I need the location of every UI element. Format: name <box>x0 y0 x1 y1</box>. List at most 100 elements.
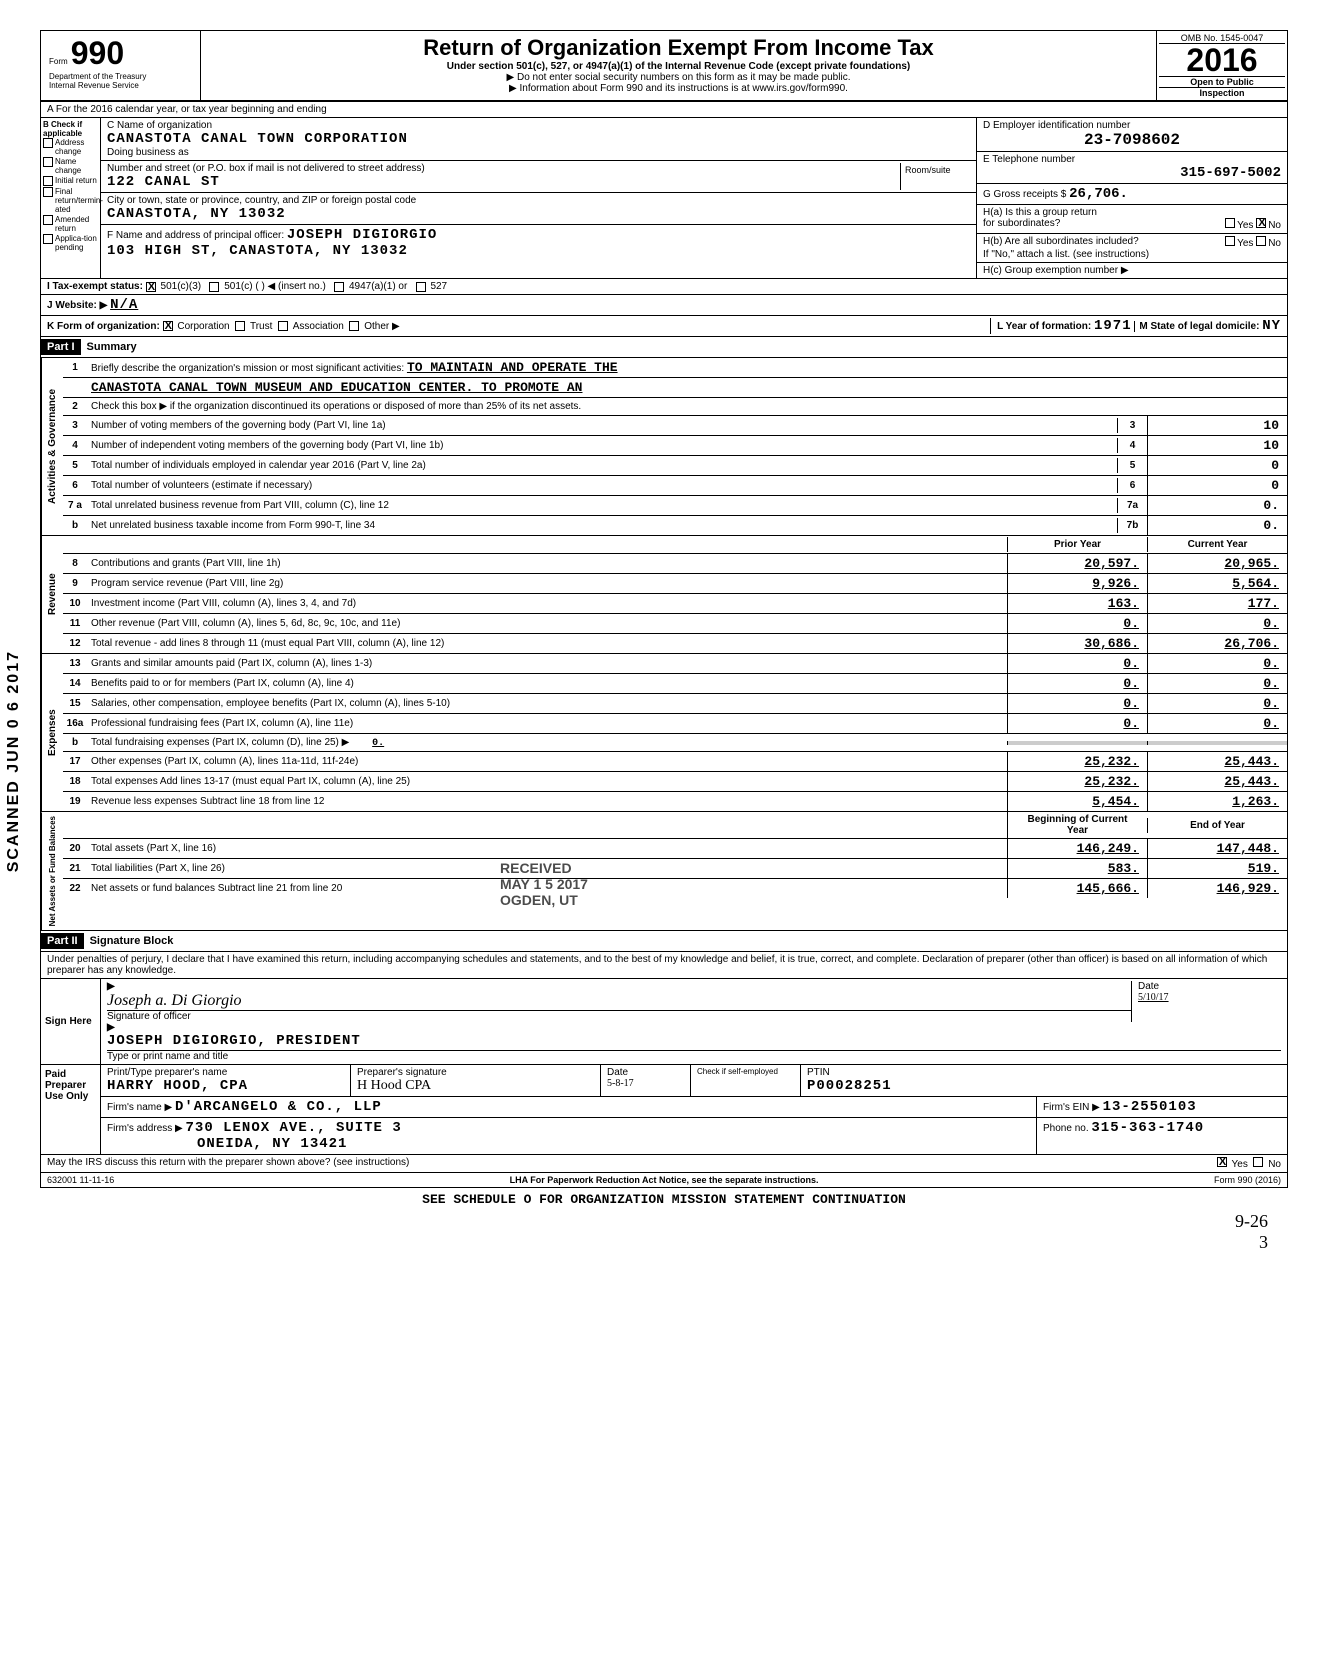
line11-prior: 0. <box>1007 614 1147 633</box>
line20: 20 Total assets (Part X, line 16) 146,24… <box>63 839 1287 859</box>
line4-col: 4 <box>1117 438 1147 453</box>
line16b: b Total fundraising expenses (Part IX, c… <box>63 734 1287 752</box>
revenue-section: Revenue Prior Year Current Year 8 Contri… <box>41 536 1287 654</box>
line16a-prior: 0. <box>1007 714 1147 733</box>
discuss-row: May the IRS discuss this return with the… <box>41 1155 1287 1173</box>
begin-year-header: Beginning of Current Year <box>1007 812 1147 838</box>
line13: 13 Grants and similar amounts paid (Part… <box>63 654 1287 674</box>
cb-final: Final return/termin-ated <box>43 187 98 214</box>
line4-val: 10 <box>1147 436 1287 455</box>
gross-value: 26,706. <box>1069 186 1128 202</box>
k-other: Other ▶ <box>364 321 399 332</box>
line8: 8 Contributions and grants (Part VIII, l… <box>63 554 1287 574</box>
line7a-text: Total unrelated business revenue from Pa… <box>87 498 1117 513</box>
m-label: M State of legal domicile: <box>1134 321 1259 332</box>
inspection-label: Inspection <box>1159 87 1285 98</box>
col-b-checkboxes: B Check if applicable Address change Nam… <box>41 118 101 278</box>
form-prefix: Form <box>49 57 68 66</box>
received-loc: OGDEN, UT <box>500 892 588 908</box>
line22: 22 Net assets or fund balances Subtract … <box>63 879 1287 898</box>
line18-prior: 25,232. <box>1007 772 1147 791</box>
j-label: J Website: ▶ <box>47 300 107 311</box>
i-527: 527 <box>430 281 447 292</box>
officer-label: F Name and address of principal officer: <box>107 230 284 241</box>
ha-label: H(a) Is this a group return <box>983 207 1281 218</box>
ha-row: H(a) Is this a group return for subordin… <box>977 205 1287 234</box>
sig-officer-label: Signature of officer <box>107 1011 1131 1022</box>
line17-text: Other expenses (Part IX, column (A), lin… <box>87 754 1007 769</box>
hb-row: H(b) Are all subordinates included? Yes … <box>977 234 1287 263</box>
line14-prior: 0. <box>1007 674 1147 693</box>
form-note1: ▶ Do not enter social security numbers o… <box>205 72 1152 83</box>
line15-text: Salaries, other compensation, employee b… <box>87 696 1007 711</box>
scanned-stamp: SCANNED JUN 0 6 2017 <box>5 650 23 872</box>
line6: 6 Total number of volunteers (estimate i… <box>63 476 1287 496</box>
line21: 21 Total liabilities (Part X, line 26) 5… <box>63 859 1287 879</box>
netassets-label: Net Assets or Fund Balances <box>41 812 63 930</box>
governance-label: Activities & Governance <box>41 358 63 535</box>
discuss-no: No <box>1268 1159 1281 1170</box>
mark1: 9-26 <box>40 1211 1268 1232</box>
room-suite: Room/suite <box>900 163 970 190</box>
discuss-yes: Yes <box>1232 1159 1248 1170</box>
cb-name: Name change <box>43 157 98 175</box>
part2-title: Signature Block <box>84 933 180 949</box>
received-stamp: RECEIVED MAY 1 5 2017 OGDEN, UT <box>500 860 588 908</box>
line3-val: 10 <box>1147 416 1287 435</box>
line17-curr: 25,443. <box>1147 752 1287 771</box>
k-trust: Trust <box>250 321 272 332</box>
line20-prior: 146,249. <box>1007 839 1147 858</box>
line7a: 7 a Total unrelated business revenue fro… <box>63 496 1287 516</box>
city-state-zip: CANASTOTA, NY 13032 <box>107 206 970 222</box>
footer-code: 632001 11-11-16 <box>47 1175 114 1185</box>
form-note2: ▶ Information about Form 990 and its ins… <box>205 83 1152 94</box>
rev-header: Prior Year Current Year <box>63 536 1287 554</box>
line5-col: 5 <box>1117 458 1147 473</box>
line19-curr: 1,263. <box>1147 792 1287 811</box>
gross-label: G Gross receipts $ <box>983 189 1066 200</box>
prep-date-label: Date <box>607 1067 684 1078</box>
line9-prior: 9,926. <box>1007 574 1147 593</box>
ptin-value: P00028251 <box>807 1078 1281 1094</box>
org-name-row: C Name of organization CANASTOTA CANAL T… <box>101 118 976 161</box>
line11-curr: 0. <box>1147 614 1287 633</box>
line16b-val: 0. <box>372 738 384 749</box>
line12-curr: 26,706. <box>1147 634 1287 653</box>
status-i: I Tax-exempt status: 501(c)(3) 501(c) ( … <box>41 279 1287 295</box>
line8-text: Contributions and grants (Part VIII, lin… <box>87 556 1007 571</box>
line5-val: 0 <box>1147 456 1287 475</box>
line6-col: 6 <box>1117 478 1147 493</box>
paid-prep-label: Paid Preparer Use Only <box>41 1065 101 1154</box>
k-assoc: Association <box>293 321 344 332</box>
year-cell: OMB No. 1545-0047 2016 Open to Public In… <box>1157 31 1287 100</box>
line15-prior: 0. <box>1007 694 1147 713</box>
irs-label: Internal Revenue Service <box>49 81 192 90</box>
prep-name: HARRY HOOD, CPA <box>107 1078 344 1094</box>
received-date: MAY 1 5 2017 <box>500 876 588 892</box>
prep-sig-label: Preparer's signature <box>357 1067 594 1078</box>
line11-text: Other revenue (Part VIII, column (A), li… <box>87 616 1007 631</box>
open-public: Open to Public <box>1159 76 1285 87</box>
firm-addr1: 730 LENOX AVE., SUITE 3 <box>186 1120 402 1136</box>
phone-value: 315-697-5002 <box>983 165 1281 181</box>
line1-cont-text: CANASTOTA CANAL TOWN MUSEUM AND EDUCATIO… <box>87 378 1287 397</box>
line7b-val: 0. <box>1147 516 1287 535</box>
perjury-text: Under penalties of perjury, I declare th… <box>41 952 1287 979</box>
line14-curr: 0. <box>1147 674 1287 693</box>
line20-curr: 147,448. <box>1147 839 1287 858</box>
ein-row: D Employer identification number 23-7098… <box>977 118 1287 152</box>
line13-curr: 0. <box>1147 654 1287 673</box>
line17: 17 Other expenses (Part IX, column (A), … <box>63 752 1287 772</box>
line17-prior: 25,232. <box>1007 752 1147 771</box>
firm-addr2: ONEIDA, NY 13421 <box>107 1136 1030 1152</box>
cb-address-label: Address change <box>55 138 98 156</box>
line18-curr: 25,443. <box>1147 772 1287 791</box>
section-bcd: B Check if applicable Address change Nam… <box>41 118 1287 279</box>
line4-text: Number of independent voting members of … <box>87 438 1117 453</box>
line9-curr: 5,564. <box>1147 574 1287 593</box>
tax-year: 2016 <box>1159 44 1285 76</box>
line1-mission: TO MAINTAIN AND OPERATE THE <box>407 360 618 375</box>
line16a: 16a Professional fundraising fees (Part … <box>63 714 1287 734</box>
line21-prior: 583. <box>1007 859 1147 878</box>
line1-cont: CANASTOTA CANAL TOWN MUSEUM AND EDUCATIO… <box>63 378 1287 398</box>
